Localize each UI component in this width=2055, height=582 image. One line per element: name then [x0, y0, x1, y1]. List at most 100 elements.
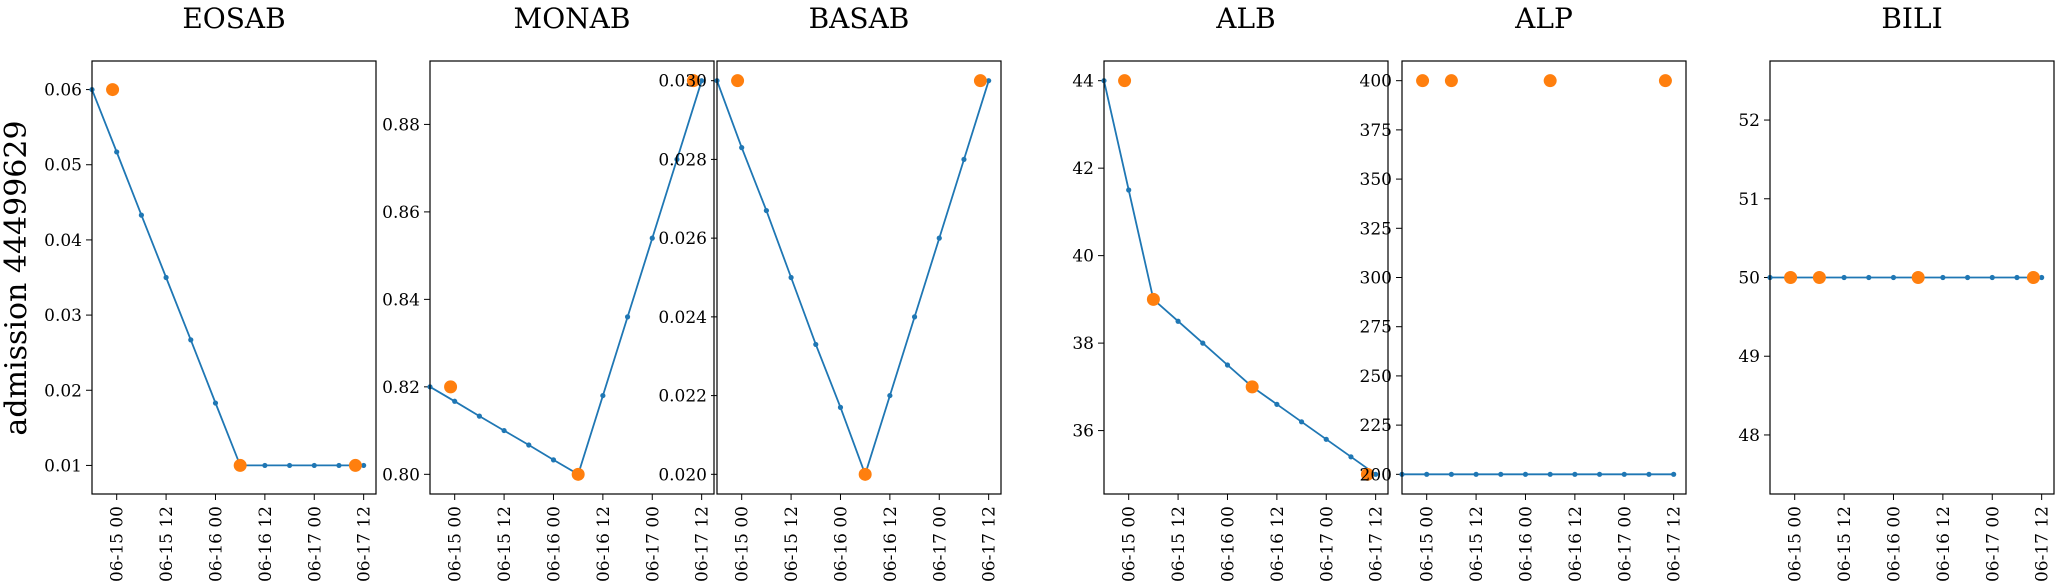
plot-frame	[91, 60, 377, 495]
y-tick-label: 0.030	[658, 72, 707, 92]
x-tick-label: 06-15 00	[446, 506, 466, 582]
observed-point	[1543, 74, 1557, 88]
y-tick-label: 0.82	[382, 378, 420, 398]
y-tick-label: 0.022	[658, 387, 707, 407]
series-point	[887, 392, 893, 399]
x-tick-label: 06-17 12	[1367, 506, 1387, 582]
series-point	[911, 314, 918, 320]
series-point	[1989, 274, 1995, 281]
series-point	[1572, 471, 1578, 477]
series-point	[1424, 471, 1430, 477]
panel-title: BILI	[1881, 2, 1942, 35]
series-point	[361, 462, 367, 469]
x-tick-label: 06-17 12	[355, 506, 375, 582]
series-point	[1671, 471, 1677, 477]
series-point	[212, 400, 219, 406]
x-tick-label: 06-17 00	[643, 506, 663, 582]
plot-frame	[716, 60, 1002, 495]
series-line	[716, 80, 990, 478]
series-point	[336, 462, 342, 469]
x-tick-label: 06-16 00	[1218, 506, 1238, 582]
series-point	[452, 398, 458, 404]
series-point	[1224, 362, 1231, 368]
series-point	[1522, 471, 1529, 477]
y-tick-label: 0.03	[44, 306, 82, 326]
x-tick-label: 06-15 00	[108, 506, 128, 582]
observed-point	[1658, 74, 1672, 88]
series-point	[1890, 274, 1897, 281]
y-tick-label: 0.028	[658, 150, 707, 170]
observed-point	[348, 458, 362, 472]
series-point	[649, 235, 655, 241]
x-tick-label: 06-17 00	[930, 506, 950, 582]
observed-point	[731, 74, 745, 88]
x-tick-label: 06-17 00	[305, 506, 325, 582]
x-tick-label: 06-15 00	[1786, 506, 1806, 582]
y-tick-label: 48	[1738, 426, 1760, 446]
series-point	[699, 78, 705, 84]
series-point	[1596, 471, 1603, 477]
series-point	[1200, 340, 1206, 346]
y-tick-label: 0.024	[658, 308, 707, 328]
series-line	[1103, 80, 1377, 476]
series-point	[1348, 454, 1354, 460]
x-tick-label: 06-17 00	[1615, 506, 1635, 582]
series-point	[1126, 187, 1132, 193]
x-tick-label: 06-16 12	[1268, 506, 1288, 582]
series-point	[550, 457, 557, 463]
observed-point	[1146, 292, 1160, 306]
observed-point	[1360, 467, 1374, 481]
series-point	[1298, 419, 1305, 425]
x-tick-label: 06-16 00	[1884, 506, 1904, 582]
x-tick-label: 06-15 12	[495, 506, 515, 582]
y-tick-label: 0.88	[382, 115, 420, 135]
y-tick-label: 225	[1360, 416, 1392, 436]
series-point	[1473, 471, 1479, 477]
observed-point	[1444, 74, 1458, 88]
y-tick-label: 0.026	[658, 229, 707, 249]
series-point	[837, 404, 844, 410]
y-tick-label: 325	[1360, 219, 1392, 239]
y-tick-label: 200	[1360, 465, 1392, 485]
y-tick-label: 0.04	[44, 231, 82, 251]
y-tick-label: 375	[1360, 121, 1392, 141]
y-tick-label: 52	[1738, 111, 1760, 131]
series-point	[1373, 471, 1379, 477]
plot-frame	[1401, 60, 1687, 495]
plot-frame	[1769, 60, 2055, 495]
y-tick-label: 44	[1072, 72, 1094, 92]
panel-basab: BASAB 0.020 0.022 0.024 0.026 0.028 0.030 06-15…	[658, 2, 1002, 582]
observed-point	[1784, 271, 1798, 284]
y-tick-label: 51	[1738, 190, 1760, 210]
observed-point	[686, 74, 700, 88]
x-tick-label: 06-16 12	[1566, 506, 1586, 582]
series-point	[739, 145, 745, 151]
series-point	[674, 156, 680, 163]
series-point	[936, 235, 942, 241]
x-tick-label: 06-16 00	[831, 506, 851, 582]
series-point	[286, 462, 293, 469]
y-tick-label: 250	[1360, 367, 1392, 387]
observed-point	[106, 83, 120, 97]
x-tick-label: 06-15 12	[1467, 506, 1487, 582]
x-tick-label: 06-16 00	[1516, 506, 1536, 582]
plot-frame	[429, 60, 715, 495]
series-point	[1866, 274, 1872, 281]
observed-point	[1118, 74, 1132, 88]
x-tick-label: 06-15 12	[1169, 506, 1189, 582]
panel-title: ALP	[1514, 2, 1573, 35]
series-point	[1547, 471, 1553, 477]
x-tick-label: 06-16 12	[594, 506, 614, 582]
x-tick-label: 06-15 12	[782, 506, 802, 582]
series-point	[476, 413, 482, 419]
x-tick-label: 06-15 12	[157, 506, 177, 582]
series-point	[813, 341, 819, 348]
series-point	[114, 149, 120, 155]
series-point	[986, 78, 992, 84]
observed-point	[1245, 380, 1259, 394]
series-line	[429, 80, 703, 476]
series-point	[763, 207, 769, 214]
observed-point	[571, 467, 585, 481]
x-tick-label: 06-17 12	[2033, 506, 2053, 582]
